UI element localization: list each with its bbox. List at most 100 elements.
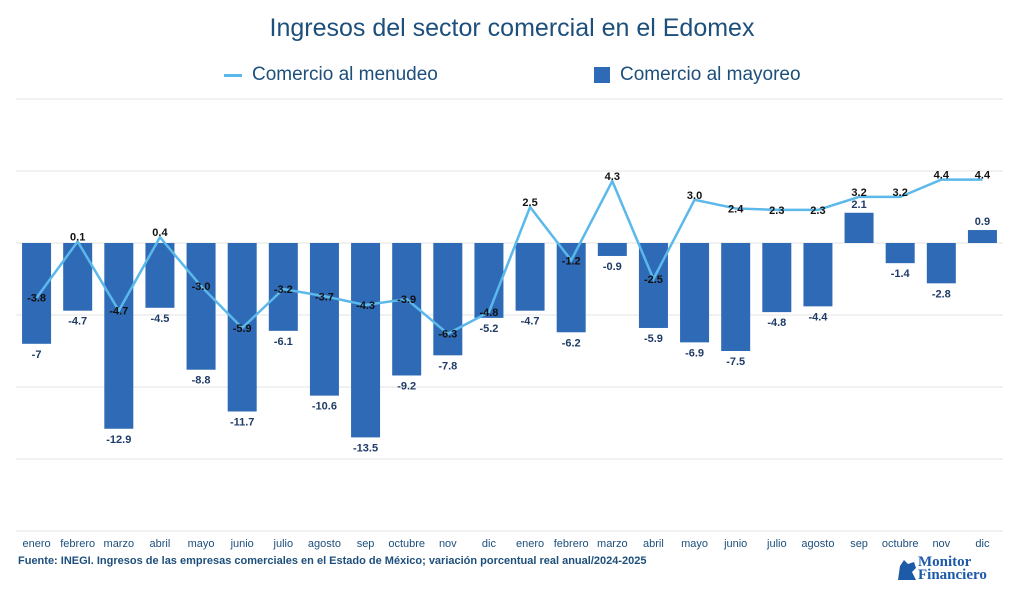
legend-item-menudeo: Comercio al menudeo: [224, 64, 438, 86]
bar: [145, 243, 175, 308]
line-data-label: 4.4: [975, 170, 991, 182]
bar: [268, 243, 298, 331]
bar: [844, 212, 874, 243]
x-tick-label: enero: [516, 538, 544, 550]
line-data-label: 2.3: [810, 205, 825, 217]
bar-data-label: -6.2: [562, 337, 581, 349]
x-tick-label: sep: [357, 538, 375, 550]
line-data-label: 4.4: [934, 170, 950, 182]
bar-data-label: -4.4: [808, 311, 828, 323]
bar-data-label: -7.5: [726, 356, 745, 368]
x-tick-label: octubre: [388, 538, 425, 550]
monitor-financiero-logo: Monitor Financiero: [896, 554, 987, 583]
bar: [885, 243, 915, 264]
bar-data-label: -10.6: [312, 401, 337, 413]
line-data-label: 3.2: [893, 187, 908, 199]
line-series: [35, 178, 983, 336]
bar: [351, 243, 381, 438]
bar: [680, 243, 710, 343]
bar-data-label: -4.8: [767, 317, 786, 329]
bar: [967, 230, 997, 243]
bar: [515, 243, 545, 311]
bar: [309, 243, 339, 396]
bar-data-label: -2.8: [932, 288, 951, 300]
x-tick-label: agosto: [308, 538, 341, 550]
bar: [803, 243, 833, 307]
line-data-label: 0.4: [152, 227, 168, 239]
line-data-label: 2.5: [522, 197, 537, 209]
bar: [433, 243, 463, 356]
logo-text-2: Financiero: [918, 567, 987, 583]
line-data-label: 2.4: [728, 203, 744, 215]
bar-data-label: -1.4: [891, 268, 911, 280]
chart-title: Ingresos del sector comercial en el Edom…: [269, 14, 755, 42]
legend-bar-swatch: [594, 67, 610, 83]
line-data-label: -3.9: [397, 294, 416, 306]
line-data-label: 3.2: [851, 187, 866, 199]
bar: [104, 243, 134, 429]
bar-data-label: -7.8: [438, 360, 457, 372]
chart-plot: -7 -4.7 -12.9 -4.5 -8.8 -11.7 -6.1 -10.6 -13.5 -9…: [16, 98, 1003, 550]
x-tick-label: abril: [150, 538, 171, 550]
bar-data-label: -4.5: [150, 313, 169, 325]
x-tick-label: mayo: [188, 538, 215, 550]
line-data-label: -6.3: [438, 329, 457, 341]
bar: [926, 243, 956, 284]
line-data-label: -3.7: [315, 291, 334, 303]
bar-data-label: -6.1: [274, 336, 293, 348]
bar-data-label: -11.7: [230, 416, 254, 428]
bar-data-label: -8.8: [192, 375, 211, 387]
x-tick-label: abril: [643, 538, 664, 550]
line-data-label: -3.2: [274, 284, 293, 296]
x-tick-label: enero: [22, 538, 50, 550]
legend-label: Comercio al mayoreo: [620, 64, 801, 85]
line-data-label: -3.0: [192, 281, 211, 293]
bar: [474, 243, 504, 318]
bar: [721, 243, 751, 351]
bar: [22, 243, 52, 344]
bar-data-label: 2.1: [851, 199, 866, 211]
logo-text-1: Monitor: [918, 554, 972, 570]
line-data-label: -1.2: [562, 255, 581, 267]
line-data-label: -2.5: [644, 274, 663, 286]
x-tick-label: marzo: [597, 538, 628, 550]
x-tick-label: julio: [766, 538, 787, 550]
x-tick-label: octubre: [882, 538, 919, 550]
line-data-label: -4.8: [479, 307, 498, 319]
x-tick-label: agosto: [801, 538, 834, 550]
line-data-label: -4.3: [356, 300, 375, 312]
bar: [597, 243, 627, 256]
bar: [63, 243, 93, 311]
x-tick-label: nov: [932, 538, 950, 550]
x-tick-label: dic: [975, 538, 990, 550]
bar-data-label: -9.2: [397, 380, 416, 392]
bar: [762, 243, 792, 313]
bar-data-label: -0.9: [603, 261, 622, 273]
bull-icon: [898, 560, 916, 580]
x-tick-label: febrero: [554, 538, 589, 550]
x-tick-label: marzo: [104, 538, 135, 550]
legend-label: Comercio al menudeo: [252, 64, 438, 85]
line-data-label: -5.9: [233, 323, 252, 335]
line-data-label: 0.1: [70, 232, 85, 244]
line-data-label: -3.8: [27, 293, 46, 305]
bar-data-label: -13.5: [353, 442, 378, 454]
bar-data-label: 0.9: [975, 216, 990, 228]
x-tick-label: nov: [439, 538, 457, 550]
bar-data-label: -4.7: [68, 316, 87, 328]
legend-line-swatch: [224, 73, 242, 77]
x-tick-label: junio: [723, 538, 747, 550]
bar: [186, 243, 216, 370]
x-tick-label: dic: [482, 538, 497, 550]
bar-data-label: -5.9: [644, 333, 663, 345]
x-tick-label: julio: [273, 538, 294, 550]
x-tick-label: sep: [850, 538, 868, 550]
line-data-label: 4.3: [605, 171, 620, 183]
legend-item-mayoreo: Comercio al mayoreo: [594, 64, 801, 86]
x-tick-label: junio: [230, 538, 254, 550]
line-data-label: 3.0: [687, 190, 702, 202]
x-tick-label: mayo: [681, 538, 708, 550]
line-data-label: 2.3: [769, 205, 784, 217]
bar: [392, 243, 422, 376]
bar-data-label: -7: [32, 349, 42, 361]
